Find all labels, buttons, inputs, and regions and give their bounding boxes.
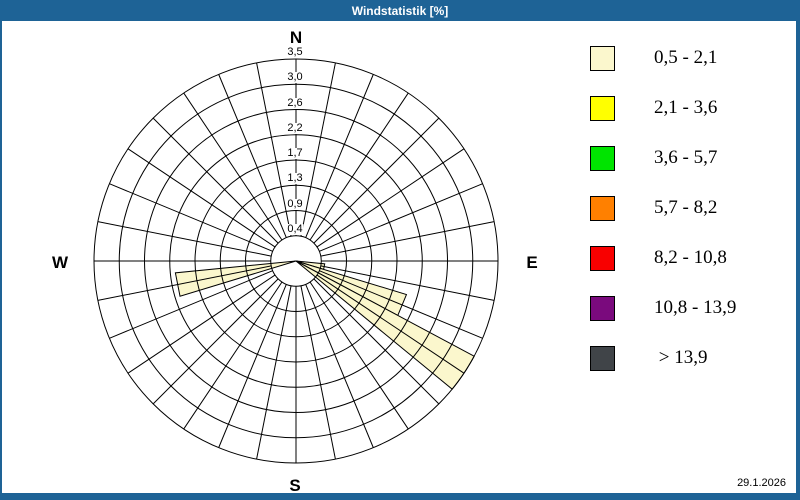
frame-border-left <box>0 21 2 500</box>
grid-spoke <box>218 284 287 448</box>
grid-spoke <box>316 274 465 374</box>
grid-spoke <box>183 92 283 241</box>
radial-tick-label: 2,6 <box>286 96 304 109</box>
title-bar: Windstatistik [%] <box>0 0 800 21</box>
grid-spoke <box>109 183 273 252</box>
radial-tick-label: 3,5 <box>286 46 304 58</box>
grid-spoke <box>300 62 336 237</box>
grid-spoke <box>183 281 283 430</box>
compass-label-north: N <box>289 28 303 47</box>
grid-spoke <box>218 74 287 238</box>
grid-spoke <box>309 281 409 430</box>
radial-tick-label: 0,9 <box>286 197 304 210</box>
frame-border-bottom <box>0 493 800 500</box>
wind-sector-wedge <box>295 260 408 317</box>
grid-spoke <box>97 221 272 257</box>
radial-tick-label: 1,7 <box>286 147 304 159</box>
grid-spoke <box>313 117 440 244</box>
legend-item-label: 3,6 - 5,7 <box>654 147 718 168</box>
frame-border-right <box>796 21 800 500</box>
compass-label-east: E <box>526 253 538 272</box>
grid-spoke <box>256 285 292 460</box>
legend-color-swatch <box>590 145 615 171</box>
legend-item-label: 8,2 - 10,8 <box>654 247 727 268</box>
grid-spoke <box>109 270 273 339</box>
legend-color-swatch <box>590 245 615 271</box>
grid-spoke <box>152 278 279 405</box>
grid-spoke <box>316 148 465 248</box>
legend-color-swatch <box>590 95 615 121</box>
radial-tick-label: 3,0 <box>286 71 304 84</box>
legend-item-label: 0,5 - 2,1 <box>654 47 718 68</box>
grid-spoke <box>320 265 495 301</box>
grid-spoke <box>313 278 440 405</box>
legend-item: 10,8 - 13,9 <box>590 295 736 321</box>
grid-spoke <box>305 284 374 448</box>
radial-tick-label: 0,4 <box>286 222 304 235</box>
radial-tick-label: 2,2 <box>286 121 304 134</box>
legend-item: 3,6 - 5,7 <box>590 145 717 171</box>
compass-label-south: S <box>289 476 301 495</box>
legend-item: 2,1 - 3,6 <box>590 95 717 121</box>
legend-color-swatch <box>590 295 615 321</box>
grid-spoke <box>320 221 495 257</box>
legend-item-label: 5,7 - 8,2 <box>654 197 718 218</box>
legend-item-label: > 13,9 <box>654 347 708 368</box>
legend-item: 0,5 - 2,1 <box>590 45 717 71</box>
legend-item-label: 10,8 - 13,9 <box>654 297 737 318</box>
grid-spoke <box>309 92 409 241</box>
window-title: Windstatistik [%] <box>351 3 449 18</box>
legend-color-swatch <box>590 45 615 71</box>
legend-item-label: 2,1 - 3,6 <box>654 97 718 118</box>
grid-spoke <box>300 285 336 460</box>
grid-spoke <box>319 270 483 339</box>
legend-item: 5,7 - 8,2 <box>590 195 717 221</box>
legend-item: > 13,9 <box>590 345 707 371</box>
compass-label-west: W <box>51 253 69 272</box>
legend-item: 8,2 - 10,8 <box>590 245 727 271</box>
date-label: 29.1.2026 <box>737 477 786 489</box>
grid-spoke <box>319 183 483 252</box>
grid-spoke <box>152 117 279 244</box>
grid-spoke <box>305 74 374 238</box>
grid-spoke <box>127 148 276 248</box>
grid-spoke <box>256 62 292 237</box>
legend-color-swatch <box>590 345 615 371</box>
legend-color-swatch <box>590 195 615 221</box>
grid-spoke <box>97 265 272 301</box>
radial-tick-label: 1,3 <box>286 172 304 185</box>
grid-spoke <box>127 274 276 374</box>
